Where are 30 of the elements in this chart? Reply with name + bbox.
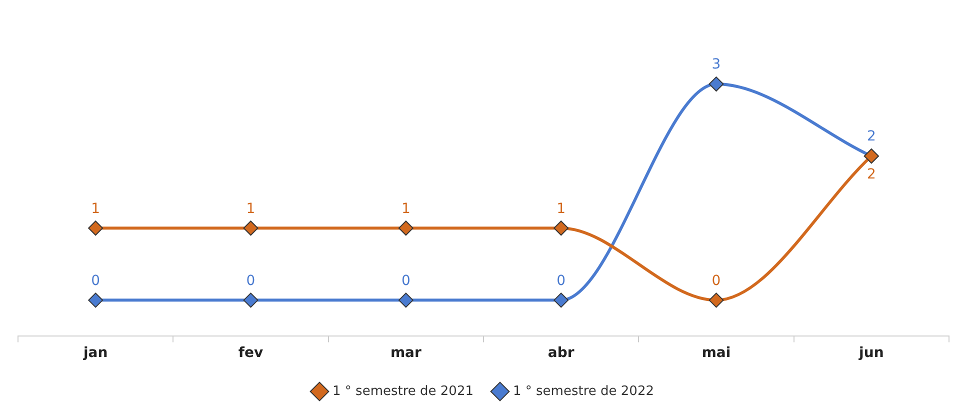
point — [243, 292, 258, 308]
data-label: 0 — [401, 272, 410, 289]
x-tick-label: abr — [548, 345, 574, 362]
point — [88, 220, 104, 236]
point — [398, 292, 414, 308]
data-label: 0 — [246, 272, 256, 289]
point — [554, 292, 569, 308]
data-label: 3 — [712, 56, 721, 73]
legend-label: 1 ° semestre de 2022 — [513, 384, 654, 399]
data-label: 1 — [246, 200, 256, 217]
data-label: 0 — [91, 272, 100, 289]
x-tick-label: jan — [82, 345, 108, 362]
data-label: 2 — [866, 128, 876, 145]
x-tick-label: mai — [702, 345, 731, 362]
x-tick-label: jun — [858, 345, 884, 362]
point — [398, 220, 414, 236]
point — [88, 292, 104, 308]
point — [554, 220, 569, 236]
data-label: 1 — [91, 200, 100, 217]
point — [708, 292, 724, 308]
point — [243, 220, 258, 236]
data-label: 1 — [556, 200, 566, 217]
x-tick-label: mar — [390, 345, 422, 362]
data-label: 2 — [866, 166, 876, 183]
data-label: 1 — [401, 200, 410, 217]
x-tick-label: fev — [238, 345, 264, 362]
data-label: 0 — [712, 272, 721, 289]
data-label: 0 — [556, 272, 566, 289]
legend-label: 1 ° semestre de 2021 — [332, 384, 474, 399]
point — [708, 76, 724, 92]
